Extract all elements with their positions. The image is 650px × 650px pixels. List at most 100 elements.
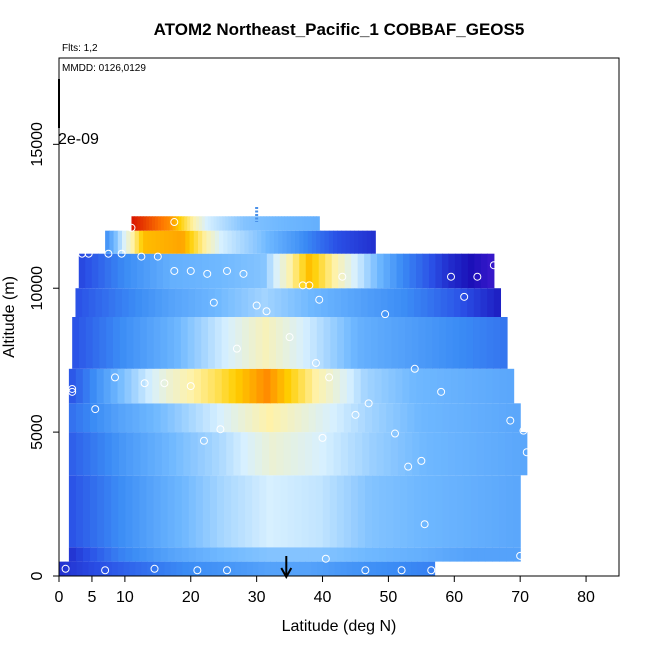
curtain-cell bbox=[287, 288, 296, 317]
curtain-cell bbox=[249, 368, 258, 404]
curtain-cell bbox=[452, 317, 461, 369]
curtain-cell bbox=[100, 561, 107, 576]
curtain-cell bbox=[143, 230, 148, 254]
curtain-cell bbox=[340, 561, 348, 576]
curtain-cell bbox=[170, 561, 177, 576]
curtain-cell bbox=[493, 288, 502, 317]
curtain-cell bbox=[75, 288, 83, 317]
curtain-cell bbox=[284, 216, 288, 231]
sample-point bbox=[216, 425, 225, 434]
curtain-cell bbox=[358, 230, 364, 254]
curtain-cell bbox=[447, 288, 455, 317]
curtain-cell bbox=[154, 216, 159, 231]
curtain-cell bbox=[68, 368, 77, 404]
curtain-cell bbox=[174, 547, 183, 562]
curtain-cell bbox=[322, 403, 331, 433]
curtain-cell bbox=[467, 288, 475, 317]
curtain-cell bbox=[365, 547, 373, 562]
curtain-cell bbox=[456, 403, 465, 433]
curtain-cell bbox=[347, 432, 356, 476]
curtain-cell bbox=[167, 475, 176, 548]
curtain-cell bbox=[297, 432, 306, 476]
curtain-cell bbox=[168, 230, 174, 254]
curtain-cell bbox=[259, 547, 267, 562]
curtain-cell bbox=[133, 432, 142, 476]
curtain-cell bbox=[169, 253, 177, 289]
sample-point bbox=[61, 564, 70, 573]
curtain-cell bbox=[354, 230, 359, 254]
curtain-cell bbox=[420, 288, 428, 317]
sample-point bbox=[223, 566, 231, 575]
curtain-cell bbox=[317, 561, 324, 576]
curtain-cell bbox=[137, 216, 141, 231]
curtain-cell bbox=[294, 547, 303, 562]
curtain-cell bbox=[340, 432, 349, 476]
curtain-cell bbox=[231, 230, 237, 254]
curtain-cell bbox=[326, 432, 335, 476]
sample-point bbox=[91, 405, 100, 414]
curtain-cell bbox=[155, 288, 163, 317]
curtain-cell bbox=[219, 432, 227, 476]
curtain-cell bbox=[299, 561, 307, 576]
curtain-cell bbox=[432, 317, 440, 369]
curtain-cell bbox=[334, 561, 342, 576]
curtain-cell bbox=[513, 403, 521, 433]
curtain-cell bbox=[477, 403, 486, 433]
curtain-cell bbox=[172, 230, 178, 254]
sample-points-group bbox=[61, 218, 531, 575]
curtain-cell bbox=[362, 432, 370, 476]
curtain-cell bbox=[304, 432, 313, 476]
curtain-cell bbox=[209, 547, 218, 562]
curtain-cell bbox=[278, 230, 283, 254]
curtain-cell bbox=[187, 216, 191, 231]
curtain-cell bbox=[224, 403, 232, 433]
curtain-cell bbox=[216, 547, 225, 562]
curtain-cell bbox=[207, 368, 216, 404]
curtain-cell bbox=[108, 288, 116, 317]
curtain-cell bbox=[287, 475, 296, 548]
curtain-cell bbox=[360, 368, 369, 404]
curtain-cell bbox=[90, 475, 98, 548]
sample-point bbox=[404, 462, 413, 471]
curtain-cell bbox=[349, 230, 355, 254]
curtain-cell bbox=[228, 288, 236, 317]
curtain-cell bbox=[377, 253, 385, 289]
sample-point bbox=[186, 266, 195, 275]
curtain-cell bbox=[248, 216, 253, 231]
curtain-cell bbox=[160, 475, 169, 548]
curtain-cell bbox=[257, 216, 262, 231]
curtain-cell bbox=[400, 547, 408, 562]
curtain-cell bbox=[292, 216, 297, 231]
curtain-cell bbox=[277, 368, 285, 404]
curtain-cell bbox=[456, 475, 465, 548]
curtain-cell bbox=[330, 317, 338, 369]
curtain-cell bbox=[188, 475, 197, 548]
curtain-cell bbox=[151, 230, 157, 254]
curtain-cell bbox=[208, 317, 216, 369]
sample-point bbox=[305, 281, 314, 290]
curtain-cell bbox=[364, 561, 371, 576]
curtain-cell bbox=[219, 216, 224, 231]
sample-point bbox=[101, 566, 110, 575]
curtain-cell bbox=[354, 288, 362, 317]
curtain-cell bbox=[106, 317, 114, 369]
curtain-cell bbox=[405, 432, 413, 476]
curtain-cell bbox=[383, 253, 391, 289]
curtain-cell bbox=[350, 475, 359, 548]
curtain-cell bbox=[324, 230, 330, 254]
curtain-cell bbox=[463, 403, 472, 433]
curtain-cell bbox=[278, 216, 282, 231]
curtain-cell bbox=[350, 317, 359, 369]
sample-point bbox=[447, 272, 455, 281]
curtain-cell bbox=[223, 561, 230, 576]
curtain-cell bbox=[414, 288, 422, 317]
curtain-cell bbox=[305, 368, 313, 404]
curtain-cell bbox=[240, 253, 248, 289]
curtain-cell bbox=[462, 432, 471, 476]
curtain-cell bbox=[448, 432, 456, 476]
curtain-cell bbox=[357, 403, 366, 433]
sample-point bbox=[516, 551, 525, 560]
curtain-cell bbox=[240, 216, 244, 231]
x-tick-label: 40 bbox=[314, 589, 332, 606]
curtain-cell bbox=[341, 288, 349, 317]
